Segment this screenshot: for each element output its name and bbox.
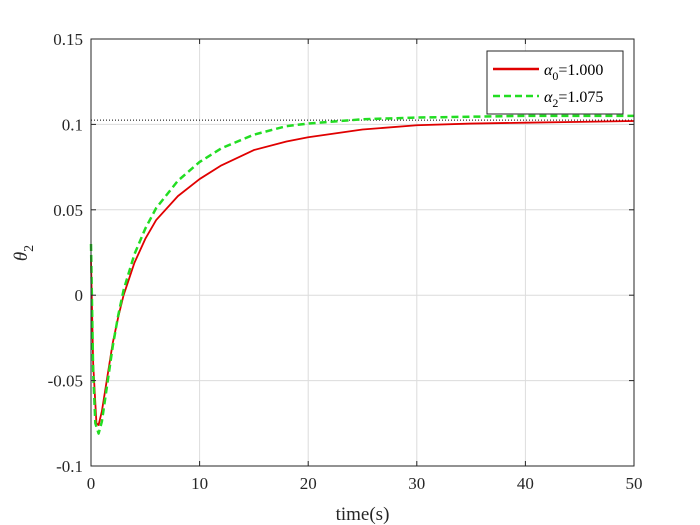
x-tick-labels: 0 10 20 30 40 50 <box>87 474 643 493</box>
x-tick-label: 10 <box>191 474 208 493</box>
legend-box <box>486 50 624 115</box>
y-tick-label: 0 <box>75 286 84 305</box>
y-tick-label: 0.1 <box>62 115 83 134</box>
y-tick-label: 0.05 <box>53 201 83 220</box>
legend-label-alpha-2-subscript: 2 <box>552 96 558 110</box>
legend: α0=1.000 α2=1.075 <box>486 50 624 115</box>
x-tick-label: 0 <box>87 474 96 493</box>
legend-label-alpha-2-value: =1.075 <box>558 89 603 106</box>
y-axis-label-symbol: θ <box>11 252 32 261</box>
y-axis-label-subscript: 2 <box>22 245 37 252</box>
y-tick-label: -0.05 <box>48 372 83 391</box>
y-tick-label: 0.15 <box>53 30 83 49</box>
legend-label-alpha-0-value: =1.000 <box>558 62 603 79</box>
grid <box>91 39 634 466</box>
series-line-alpha-0 <box>90 120 635 426</box>
series-layer <box>89 114 635 435</box>
x-tick-label: 20 <box>300 474 317 493</box>
x-tick-label: 30 <box>408 474 425 493</box>
legend-label-alpha-0-symbol: α <box>544 62 553 79</box>
x-tick-label: 50 <box>626 474 643 493</box>
x-axis-label: time(s) <box>336 504 390 525</box>
legend-label-alpha-0-subscript: 0 <box>552 69 558 83</box>
legend-label-alpha-2: α2=1.075 <box>544 89 603 110</box>
legend-label-alpha-0: α0=1.000 <box>544 62 603 83</box>
y-tick-labels: -0.1 -0.05 0 0.05 0.1 0.15 <box>48 30 83 476</box>
plot-frame <box>90 38 635 467</box>
y-axis-label: θ2 <box>11 245 37 261</box>
x-tick-label: 40 <box>517 474 534 493</box>
legend-label-alpha-2-symbol: α <box>544 89 553 106</box>
tick-marks <box>90 38 635 467</box>
y-tick-label: -0.1 <box>56 457 83 476</box>
series-line-alpha-2 <box>89 114 634 435</box>
